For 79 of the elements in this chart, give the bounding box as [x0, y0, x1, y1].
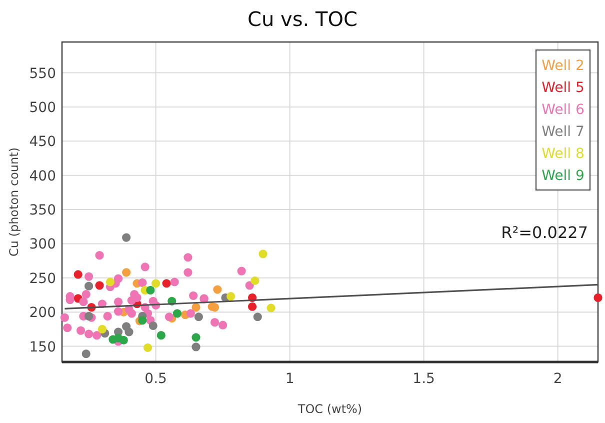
text: Well 8: [542, 146, 584, 162]
point: [114, 307, 123, 316]
point: [82, 290, 90, 299]
point: [162, 279, 171, 288]
text: Well 9: [542, 168, 584, 184]
y-axis-title: Cu (photon count): [7, 147, 21, 257]
point: [114, 298, 123, 306]
point: [122, 268, 131, 277]
point: [140, 262, 150, 272]
annotation: R²=0.0227: [501, 223, 588, 242]
point: [186, 309, 195, 318]
point: [258, 250, 268, 258]
point: [84, 282, 94, 290]
point: [245, 281, 254, 290]
point: [106, 278, 115, 286]
point: [60, 313, 69, 322]
point: [146, 286, 155, 295]
point: [82, 349, 90, 358]
x-tick-label: 1: [285, 371, 294, 387]
point: [192, 342, 200, 352]
point: [138, 278, 147, 287]
point: [170, 278, 179, 286]
point: [119, 336, 128, 344]
y-tick-label: 500: [29, 100, 56, 116]
y-tick-label: 200: [29, 305, 56, 322]
y-tick-label: 400: [29, 168, 56, 184]
point: [84, 312, 94, 320]
y-tick-label: 250: [29, 270, 56, 287]
y-tick-label: 550: [29, 66, 56, 82]
point: [164, 312, 174, 322]
point: [266, 304, 276, 312]
point: [184, 253, 192, 262]
point: [98, 324, 106, 334]
point: [103, 312, 112, 320]
point: [127, 309, 136, 318]
point: [92, 331, 102, 340]
point: [63, 324, 72, 332]
point: [192, 303, 200, 312]
point: [156, 331, 166, 340]
x-axis-title: TOC (wt%): [296, 402, 362, 416]
point: [194, 312, 203, 322]
point: [250, 276, 260, 285]
text: Well 7: [542, 124, 584, 140]
point: [95, 281, 104, 290]
point: [143, 343, 152, 352]
y-tick-label: 300: [29, 236, 56, 253]
point: [79, 298, 88, 306]
point: [74, 270, 82, 279]
point: [189, 291, 198, 300]
point: [226, 292, 236, 301]
x-tick-label: 1.5: [412, 371, 435, 387]
point: [594, 293, 602, 302]
point: [148, 321, 158, 330]
y-tick-label: 150: [29, 339, 56, 356]
point: [213, 285, 222, 294]
point: [124, 328, 134, 336]
point: [138, 316, 147, 325]
point: [84, 272, 94, 281]
point: [152, 279, 160, 288]
point: [253, 312, 262, 322]
x-tick-label: 2: [553, 371, 562, 387]
point: [248, 302, 257, 311]
point: [84, 330, 94, 338]
y-tick-label: 350: [29, 202, 56, 219]
point: [218, 320, 228, 330]
point: [76, 326, 86, 335]
point: [172, 309, 182, 318]
point: [122, 233, 131, 242]
point: [95, 251, 104, 260]
text: Well 5: [542, 80, 584, 96]
point: [237, 266, 246, 276]
point: [210, 318, 220, 327]
text: Well 6: [542, 102, 584, 118]
point: [184, 268, 192, 277]
text: Well 2: [542, 58, 584, 74]
y-tick-label: 450: [29, 134, 56, 150]
point: [192, 333, 200, 342]
x-tick-label: 0.5: [144, 371, 167, 387]
chart-title: Cu vs. TOC: [248, 7, 358, 31]
